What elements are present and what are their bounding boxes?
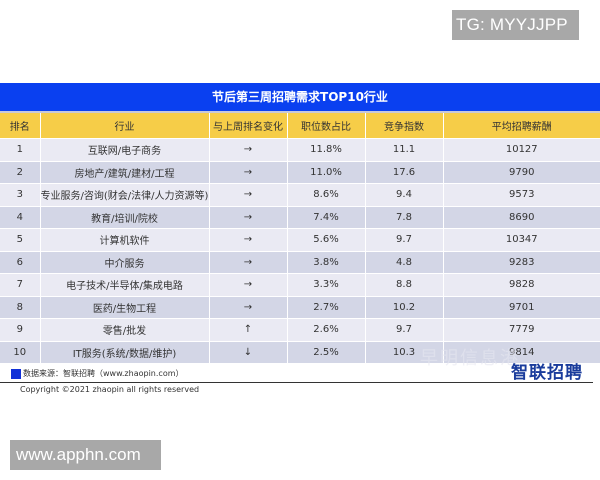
- cell-competition-index: 17.6: [365, 160, 444, 184]
- cell-job-share: 3.3%: [287, 273, 366, 296]
- cell-rank-change: →: [209, 228, 288, 251]
- cell-job-share: 8.6%: [287, 183, 366, 206]
- table-row: 6 中介服务 → 3.8% 4.8 9283: [0, 250, 600, 274]
- source-line: 数据来源：智联招聘（www.zhaopin.com） 早明信息港 智联招聘: [0, 348, 593, 383]
- cell-avg-salary: 9283: [443, 250, 600, 274]
- cell-competition-index: 4.8: [365, 250, 444, 274]
- cell-job-share: 2.5%: [287, 340, 366, 363]
- cell-industry: 中介服务: [40, 250, 210, 274]
- cell-job-share: 11.8%: [287, 138, 366, 161]
- table-row: 3 专业服务/咨询(财会/法律/人力资源等) → 8.6% 9.4 9573: [0, 183, 600, 206]
- cell-competition-index: 7.8: [365, 205, 444, 229]
- footer: 数据来源：智联招聘（www.zhaopin.com） 早明信息港 智联招聘 Co…: [0, 348, 600, 394]
- header-rank: 排名: [0, 113, 41, 139]
- cell-job-share: 5.6%: [287, 228, 366, 251]
- cell-rank-change: ↓: [209, 340, 288, 363]
- header-rank-change: 与上周排名变化: [209, 113, 288, 139]
- cell-avg-salary: 9828: [443, 273, 600, 296]
- cell-industry: 计算机软件: [40, 228, 210, 251]
- data-source: 数据来源：智联招聘（www.zhaopin.com）: [23, 369, 184, 378]
- cell-job-share: 2.7%: [287, 295, 366, 319]
- cell-avg-salary: 10127: [443, 138, 600, 161]
- watermark-bottom-left: www.apphn.com: [10, 440, 161, 470]
- table-title: 节后第三周招聘需求TOP10行业: [0, 83, 600, 113]
- cell-rank: 6: [0, 250, 41, 274]
- cell-avg-salary: 9701: [443, 295, 600, 319]
- cell-rank-change: →: [209, 273, 288, 296]
- zhaopin-logo: 智联招聘: [511, 363, 583, 383]
- cell-rank: 1: [0, 138, 41, 161]
- cell-rank-change: →: [209, 250, 288, 274]
- table-row: 1 互联网/电子商务 → 11.8% 11.1 10127: [0, 138, 600, 161]
- cell-avg-salary: 9814: [443, 340, 600, 363]
- cell-job-share: 7.4%: [287, 205, 366, 229]
- table-header-row: 排名 行业 与上周排名变化 职位数占比 竞争指数 平均招聘薪酬: [0, 113, 600, 139]
- cell-rank-change: →: [209, 183, 288, 206]
- cell-rank-change: ↑: [209, 318, 288, 341]
- table-row: 4 教育/培训/院校 → 7.4% 7.8 8690: [0, 205, 600, 229]
- watermark-top-right: TG: MYYJJPP: [452, 10, 579, 40]
- cell-competition-index: 11.1: [365, 138, 444, 161]
- cell-competition-index: 9.7: [365, 228, 444, 251]
- cell-avg-salary: 10347: [443, 228, 600, 251]
- cell-industry: 医药/生物工程: [40, 295, 210, 319]
- ranking-table-container: 节后第三周招聘需求TOP10行业 排名 行业 与上周排名变化 职位数占比 竞争指…: [0, 83, 600, 363]
- faint-watermark: 早明信息港: [420, 348, 520, 369]
- cell-rank-change: →: [209, 138, 288, 161]
- cell-avg-salary: 7779: [443, 318, 600, 341]
- cell-industry: 教育/培训/院校: [40, 205, 210, 229]
- cell-rank: 2: [0, 160, 41, 184]
- cell-competition-index: 9.7: [365, 318, 444, 341]
- cell-competition-index: 8.8: [365, 273, 444, 296]
- cell-rank: 3: [0, 183, 41, 206]
- table-row: 8 医药/生物工程 → 2.7% 10.2 9701: [0, 295, 600, 319]
- copyright: Copyright ©2021 zhaopin all rights reser…: [20, 385, 200, 394]
- header-job-share: 职位数占比: [287, 113, 366, 139]
- cell-job-share: 11.0%: [287, 160, 366, 184]
- cell-industry: 房地产/建筑/建材/工程: [40, 160, 210, 184]
- cell-rank: 9: [0, 318, 41, 341]
- table-row: 7 电子技术/半导体/集成电路 → 3.3% 8.8 9828: [0, 273, 600, 296]
- header-competition-index: 竞争指数: [365, 113, 444, 139]
- cell-industry: 电子技术/半导体/集成电路: [40, 273, 210, 296]
- table-row: 9 零售/批发 ↑ 2.6% 9.7 7779: [0, 318, 600, 341]
- cell-competition-index: 9.4: [365, 183, 444, 206]
- cell-job-share: 3.8%: [287, 250, 366, 274]
- cell-industry: 专业服务/咨询(财会/法律/人力资源等): [40, 183, 210, 206]
- table-row: 2 房地产/建筑/建材/工程 → 11.0% 17.6 9790: [0, 160, 600, 184]
- cell-job-share: 2.6%: [287, 318, 366, 341]
- cell-rank-change: →: [209, 160, 288, 184]
- cell-avg-salary: 9573: [443, 183, 600, 206]
- cell-rank: 10: [0, 340, 41, 363]
- table-row: 5 计算机软件 → 5.6% 9.7 10347: [0, 228, 600, 251]
- header-avg-salary: 平均招聘薪酬: [443, 113, 600, 139]
- cell-rank-change: →: [209, 295, 288, 319]
- cell-rank: 8: [0, 295, 41, 319]
- cell-competition-index: 10.2: [365, 295, 444, 319]
- header-industry: 行业: [40, 113, 210, 139]
- cell-rank: 5: [0, 228, 41, 251]
- source-square-icon: [11, 369, 21, 379]
- cell-avg-salary: 9790: [443, 160, 600, 184]
- cell-industry: 零售/批发: [40, 318, 210, 341]
- cell-industry: 互联网/电子商务: [40, 138, 210, 161]
- table-row: 10 IT服务(系统/数据/维护) ↓ 2.5% 10.3 9814: [0, 340, 600, 363]
- cell-rank: 4: [0, 205, 41, 229]
- cell-rank-change: →: [209, 205, 288, 229]
- cell-avg-salary: 8690: [443, 205, 600, 229]
- cell-rank: 7: [0, 273, 41, 296]
- cell-competition-index: 10.3: [365, 340, 444, 363]
- cell-industry: IT服务(系统/数据/维护): [40, 340, 210, 363]
- ranking-table: 排名 行业 与上周排名变化 职位数占比 竞争指数 平均招聘薪酬 1 互联网/电子商…: [0, 113, 600, 363]
